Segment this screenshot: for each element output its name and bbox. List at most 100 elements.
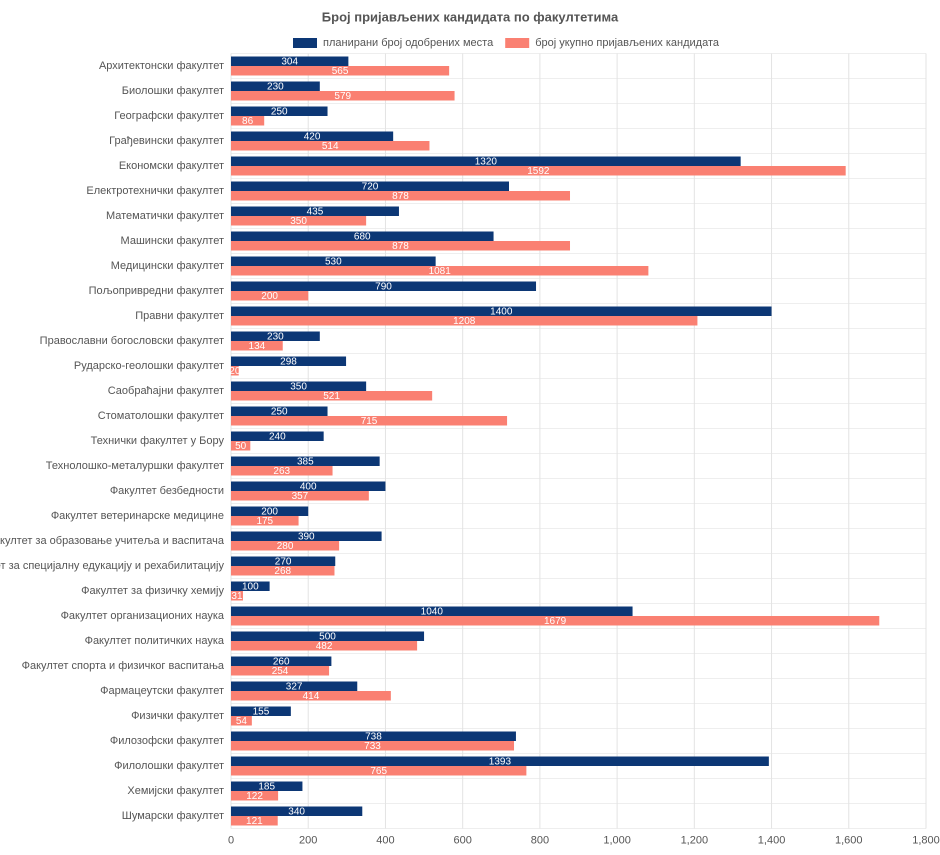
bar: [231, 531, 382, 541]
bar: [231, 516, 299, 526]
value-label: 1400: [490, 306, 513, 317]
bar: [231, 566, 335, 576]
y-tick-label: Технички факултет у Бору: [91, 435, 225, 447]
bar: [231, 491, 369, 501]
bar: [231, 541, 340, 551]
bar: [231, 706, 291, 716]
value-label: 260: [273, 656, 290, 667]
x-tick-label: 1,200: [681, 834, 709, 846]
value-label: 1592: [527, 166, 550, 177]
bar: [231, 616, 880, 626]
value-label: 1081: [429, 266, 452, 277]
bar: [231, 631, 425, 641]
legend-label: планирани број одобрених места: [323, 37, 494, 49]
y-tick-label: Географски факултет: [114, 110, 224, 122]
bar: [231, 116, 265, 126]
x-tick-label: 800: [531, 834, 549, 846]
value-label: 414: [303, 691, 320, 702]
x-tick-label: 1,400: [758, 834, 786, 846]
value-label: 250: [271, 106, 288, 117]
y-tick-label: Факултет за образовање учитеља и васпита…: [0, 535, 225, 547]
bar: [231, 291, 309, 301]
value-label: 357: [292, 491, 309, 502]
bar: [231, 341, 283, 351]
y-tick-label: Шумарски факултет: [122, 810, 224, 822]
value-label: 878: [392, 241, 409, 252]
value-label: 350: [290, 381, 307, 392]
x-tick-label: 1,000: [603, 834, 631, 846]
y-tick-label: Архитектонски факултет: [99, 60, 224, 72]
value-label: 230: [267, 331, 284, 342]
value-label: 350: [290, 216, 307, 227]
bar: [231, 281, 537, 291]
value-label: 715: [361, 416, 378, 427]
value-label: 680: [354, 231, 371, 242]
bar: [231, 331, 320, 341]
value-label: 390: [298, 531, 315, 542]
value-label: 521: [323, 391, 340, 402]
bar: [231, 191, 571, 201]
x-tick-label: 1,800: [912, 834, 940, 846]
y-tick-label: Филозофски факултет: [110, 735, 224, 747]
value-label: 250: [271, 406, 288, 417]
y-tick-label: Физички факултет: [131, 710, 224, 722]
bar: [231, 206, 399, 216]
value-label: 565: [332, 66, 349, 77]
value-label: 420: [304, 131, 321, 142]
value-label: 200: [261, 506, 278, 517]
bar: [231, 791, 279, 801]
bar: [231, 231, 494, 241]
bar: [231, 391, 433, 401]
bar: [231, 91, 455, 101]
value-label: 280: [277, 541, 294, 552]
value-label: 1040: [421, 606, 444, 617]
value-label: 765: [370, 766, 387, 777]
bar: [231, 756, 769, 766]
y-tick-label: Факултет безбедности: [110, 485, 224, 497]
bar: [231, 716, 252, 726]
value-label: 185: [258, 781, 275, 792]
value-label: 304: [281, 56, 298, 67]
bar: [231, 766, 527, 776]
value-label: 435: [307, 206, 324, 217]
value-label: 327: [286, 681, 303, 692]
value-label: 54: [236, 716, 248, 727]
bar: [231, 56, 349, 66]
bar: [231, 606, 633, 616]
value-label: 270: [275, 556, 292, 567]
bar: [231, 306, 772, 316]
bar: [231, 691, 391, 701]
bar: [231, 406, 328, 416]
y-tick-label: Православни богословски факултет: [40, 335, 224, 347]
bar: [231, 66, 450, 76]
y-tick-label: Машински факултет: [121, 235, 224, 247]
bar: [231, 356, 347, 366]
value-label: 240: [269, 431, 286, 442]
x-tick-label: 0: [228, 834, 234, 846]
value-label: 738: [365, 731, 382, 742]
value-label: 1679: [544, 616, 567, 627]
bar: [231, 741, 515, 751]
bar: [231, 431, 324, 441]
y-tick-label: Саобраћајни факултет: [108, 385, 224, 397]
bar: [231, 81, 320, 91]
y-tick-label: Факултет политичких наука: [85, 635, 225, 647]
value-label: 514: [322, 141, 339, 152]
bar: [231, 781, 303, 791]
bar: [231, 466, 333, 476]
value-label: 530: [325, 256, 342, 267]
y-tick-label: Факултет за физичку хемију: [81, 585, 224, 597]
value-label: 254: [272, 666, 289, 677]
value-label: 298: [280, 356, 297, 367]
value-label: 500: [319, 631, 336, 642]
value-label: 385: [297, 456, 314, 467]
y-tick-label: Грађевински факултет: [109, 135, 224, 147]
x-tick-label: 400: [376, 834, 394, 846]
y-tick-label: Факултет за специјалну едукацију и рехаб…: [0, 560, 224, 572]
y-tick-label: Факултет спорта и физичког васпитања: [22, 660, 225, 672]
y-tick-label: Математички факултет: [106, 210, 224, 222]
legend-swatch: [505, 38, 530, 48]
value-label: 20: [229, 366, 241, 377]
bar: [231, 731, 516, 741]
x-tick-label: 200: [299, 834, 317, 846]
